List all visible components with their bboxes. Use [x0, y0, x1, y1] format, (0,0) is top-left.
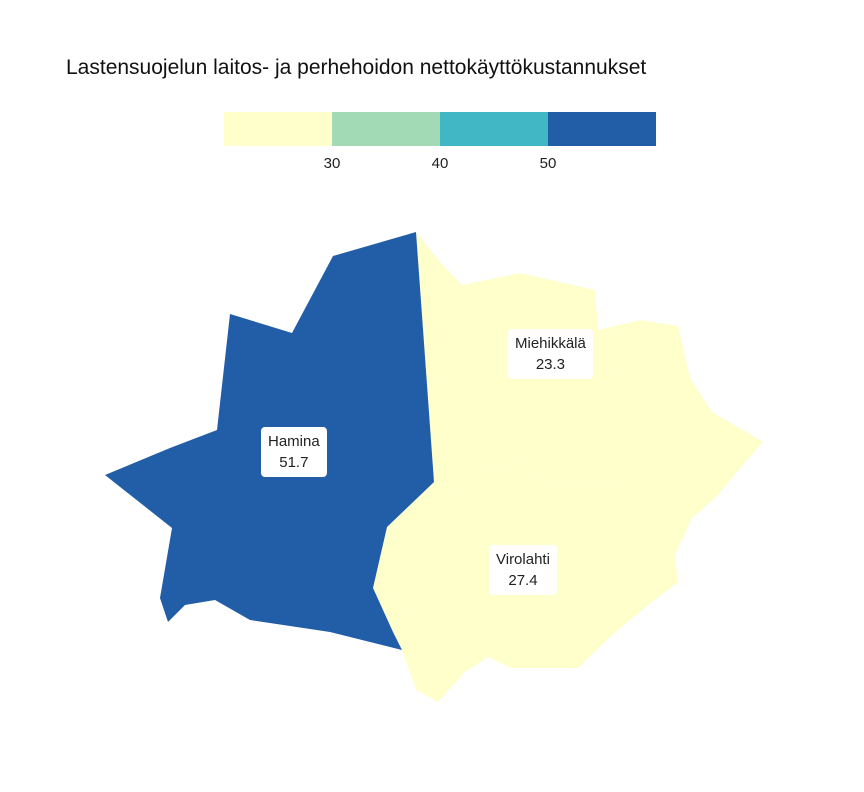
legend-swatch-1 — [224, 112, 332, 146]
region-label-virolahti: Virolahti 27.4 — [489, 545, 557, 595]
legend-swatch-2 — [332, 112, 440, 146]
region-label-hamina: Hamina 51.7 — [261, 427, 327, 477]
legend-swatch-3 — [440, 112, 548, 146]
region-label-miehikkala: Miehikkälä 23.3 — [508, 329, 593, 379]
legend-tick-30: 30 — [323, 155, 341, 172]
legend-tick-50: 50 — [539, 155, 557, 172]
legend-tick-40: 40 — [431, 155, 449, 172]
region-value: 51.7 — [279, 454, 309, 471]
region-value: 23.3 — [535, 356, 566, 373]
color-legend — [224, 112, 656, 146]
region-name: Hamina — [268, 433, 320, 450]
region-name: Miehikkälä — [515, 335, 586, 352]
map-title: Lastensuojelun laitos- ja perhehoidon ne… — [66, 56, 647, 79]
legend-swatch-4 — [548, 112, 656, 146]
region-name: Virolahti — [496, 551, 550, 568]
region-value: 27.4 — [508, 572, 538, 589]
